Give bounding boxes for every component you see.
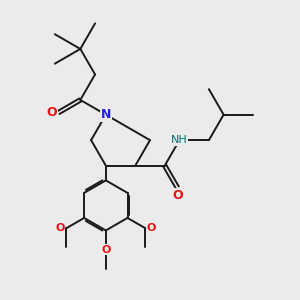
Text: O: O xyxy=(172,189,182,202)
Text: O: O xyxy=(147,223,156,233)
Text: N: N xyxy=(100,108,111,121)
Text: O: O xyxy=(101,244,110,255)
Text: O: O xyxy=(56,223,65,233)
Text: NH: NH xyxy=(171,135,188,145)
Text: O: O xyxy=(46,106,57,119)
